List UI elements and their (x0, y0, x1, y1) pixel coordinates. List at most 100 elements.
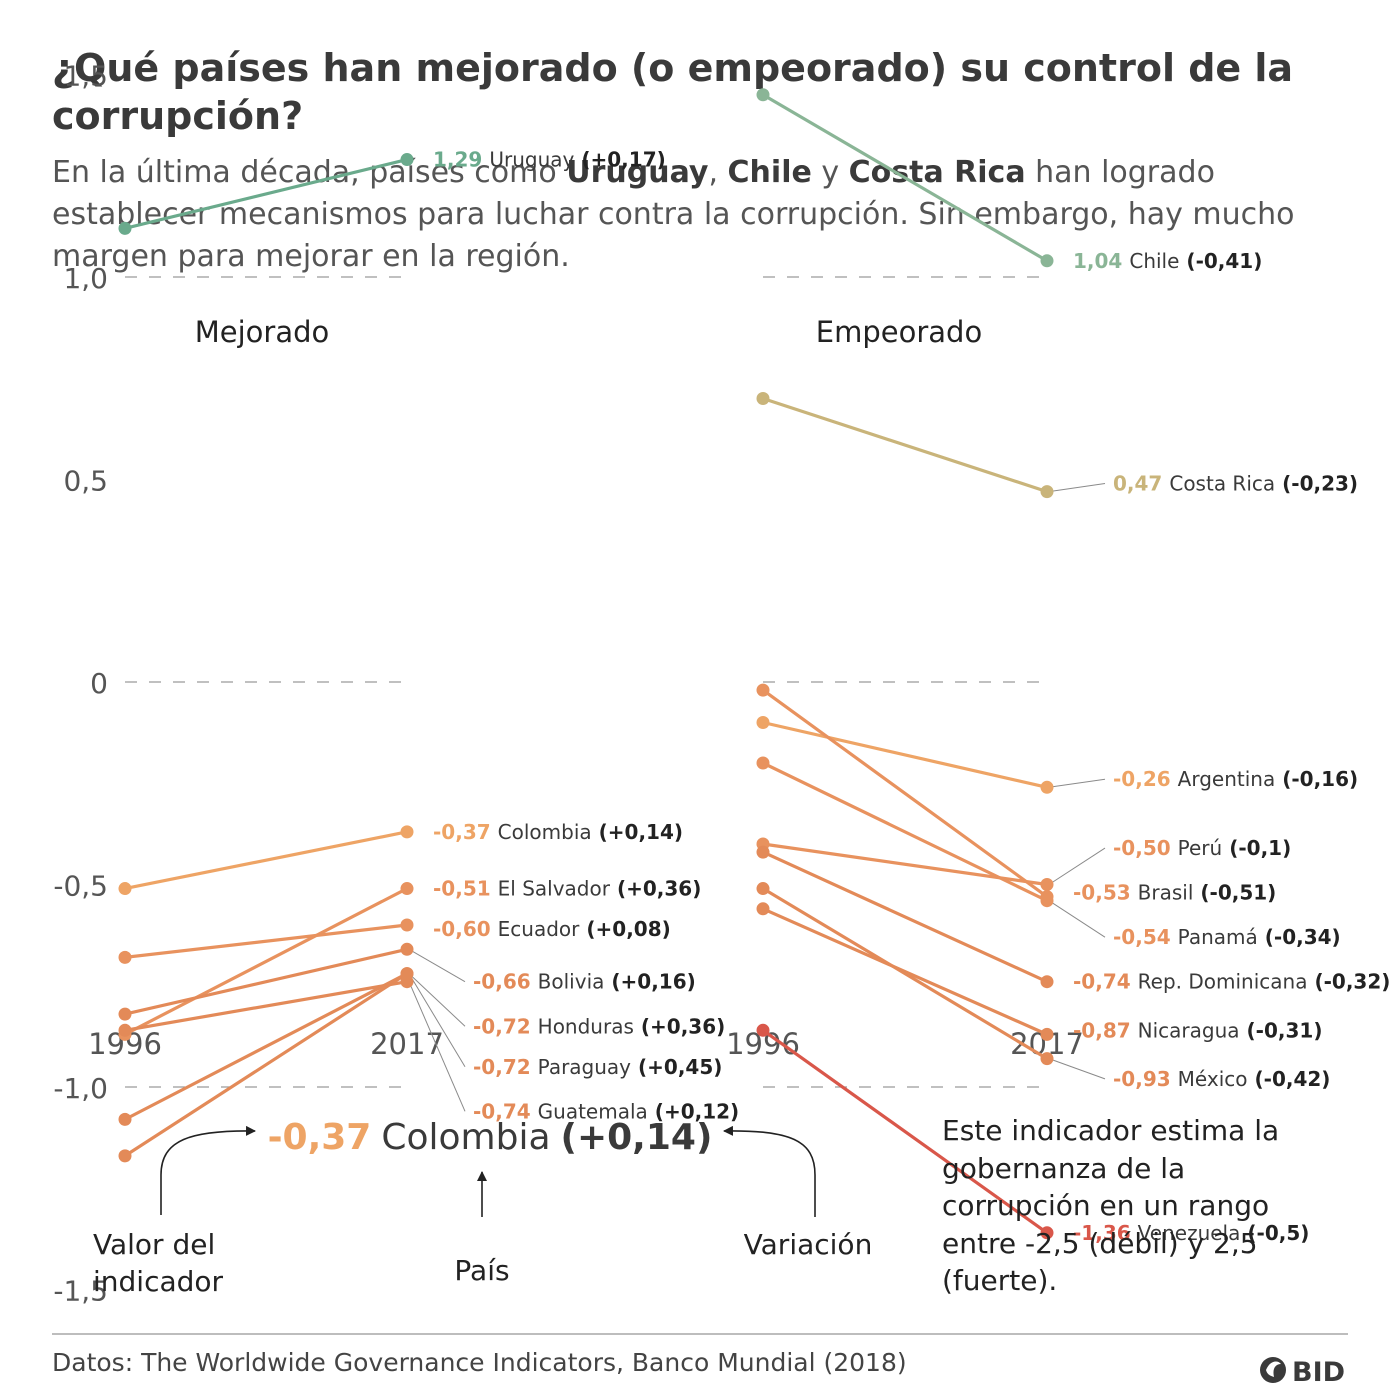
point-2017-peru (1040, 878, 1054, 891)
country-label-paraguay: Paraguay (538, 1055, 632, 1079)
subtitle-text-4: han logrado establecer mecanismos para l… (52, 155, 1295, 274)
point-2017-argentina (1040, 780, 1054, 794)
point-2017-nicaragua (1040, 1027, 1054, 1041)
point-1996-paraguay (118, 1149, 132, 1163)
point-1996-rep-dominicana (756, 845, 770, 859)
country-label-nicaragua: Nicaragua (1138, 1018, 1240, 1042)
point-2017-colombia (400, 825, 414, 839)
change-label-colombia: (+0,14) (599, 820, 683, 844)
chart-title: ¿Qué países han mejorado (o empeorado) s… (52, 46, 1294, 138)
value-label-ecuador: -0,60 (433, 917, 491, 941)
point-1996-argentina (756, 716, 770, 729)
value-label-peru: -0,50 (1113, 836, 1171, 860)
point-1996-panama (756, 756, 770, 770)
country-label-venezuela: Venezuela (1138, 1221, 1241, 1245)
series-line-paraguay (123, 971, 409, 1158)
point-1996-chile (756, 88, 770, 102)
footer-divider (52, 1333, 1348, 1335)
change-label-mexico: (-0,42) (1255, 1067, 1331, 1091)
indicator-note: Este indicador estima la gobernanza de l… (942, 1114, 1280, 1297)
value-label-venezuela: -1,36 (1073, 1221, 1131, 1245)
point-1996-nicaragua (756, 902, 770, 916)
data-label-brasil: -0,53 Brasil (-0,51) (1073, 881, 1276, 905)
country-label-honduras: Honduras (538, 1014, 634, 1038)
point-1996-bolivia (118, 1007, 132, 1021)
point-2017-panama (1040, 894, 1054, 908)
leader-line-costa-rica (1048, 483, 1106, 493)
point-1996-mexico (756, 882, 770, 896)
point-2017-venezuela (1040, 1226, 1054, 1240)
subtitle-uruguay: Uruguay (566, 155, 709, 190)
country-label-bolivia: Bolivia (538, 970, 605, 994)
change-label-uruguay: (+0,17) (581, 148, 665, 172)
country-label-uruguay: Uruguay (489, 148, 574, 172)
data-label-mexico: -0,93 México (-0,42) (1113, 1067, 1330, 1091)
data-label-bolivia: -0,66 Bolivia (+0,16) (473, 970, 696, 994)
series-line-colombia (123, 830, 409, 891)
series-line-guatemala (123, 980, 409, 1032)
point-2017-costa-rica (1040, 485, 1054, 499)
change-caption: Variación (744, 1228, 873, 1261)
change-label-chile: (-0,41) (1186, 249, 1262, 273)
leader-line-guatemala (408, 981, 466, 1112)
point-1996-venezuela (756, 1023, 770, 1037)
data-label-peru: -0,50 Perú (-0,1) (1113, 836, 1291, 860)
value-label-paraguay: -0,72 (473, 1055, 531, 1079)
point-1996-colombia (118, 882, 132, 896)
point-1996-costa-rica (756, 392, 770, 405)
series-line-rep-dominicana (761, 850, 1049, 984)
change-label-nicaragua: (-0,31) (1247, 1018, 1323, 1042)
panel-title-worsened: Empeorado (816, 315, 982, 349)
point-2017-mexico (1040, 1052, 1054, 1066)
country-label-ecuador: Ecuador (498, 917, 580, 941)
country-label-peru: Perú (1178, 836, 1223, 860)
series-line-venezuela (761, 1028, 1049, 1235)
change-label-argentina: (-0,16) (1282, 767, 1358, 791)
data-label-honduras: -0,72 Honduras (+0,36) (473, 1014, 725, 1038)
leader-line-panama (1048, 900, 1106, 938)
country-label-chile: Chile (1129, 249, 1179, 273)
y-tick-label: 1,0 (63, 262, 108, 295)
change-label-el-salvador: (+0,36) (617, 877, 701, 901)
value-label-guatemala: -0,74 (473, 1099, 531, 1123)
data-label-nicaragua: -0,87 Nicaragua (-0,31) (1073, 1018, 1322, 1042)
y-tick-label: 0 (90, 667, 108, 700)
point-2017-rep-dominicana (1040, 975, 1054, 989)
value-label-costa-rica: 0,47 (1113, 472, 1162, 496)
point-2017-uruguay (400, 153, 414, 167)
change-label-brasil: (-0,51) (1200, 881, 1276, 905)
data-label-el-salvador: -0,51 El Salvador (+0,36) (433, 877, 701, 901)
change-label-venezuela: (-0,5) (1247, 1221, 1309, 1245)
series-line-panama (761, 761, 1049, 903)
country-label-brasil: Brasil (1138, 881, 1194, 905)
leader-line-mexico (1048, 1058, 1106, 1080)
value-caption: Valor del indicador (93, 1228, 224, 1298)
series-line-nicaragua (761, 907, 1049, 1036)
country-label-colombia: Colombia (498, 820, 592, 844)
bid-logo-swoosh (1266, 1361, 1281, 1377)
leader-line-honduras (408, 973, 466, 1027)
change-label-panama: (-0,34) (1265, 925, 1341, 949)
legend-value: -0,37 (268, 1117, 372, 1158)
y-tick-label: 1,5 (63, 60, 108, 93)
value-arrow (160, 1125, 256, 1215)
value-label-chile: 1,04 (1073, 249, 1122, 273)
bid-logo-text: BID (1292, 1357, 1345, 1388)
legend-country: Colombia (381, 1117, 550, 1158)
change-arrow (723, 1125, 816, 1217)
data-label-colombia: -0,37 Colombia (+0,14) (433, 820, 683, 844)
point-2017-el-salvador (400, 882, 414, 896)
leader-line-peru (1048, 847, 1106, 885)
point-2017-guatemala (400, 975, 414, 989)
chart-subtitle: En la última década, países como Uruguay… (52, 152, 1362, 278)
data-label-panama: -0,54 Panamá (-0,34) (1113, 925, 1341, 949)
value-label-nicaragua: -0,87 (1073, 1018, 1131, 1042)
country-caption: País (454, 1254, 509, 1287)
series-line-mexico (761, 886, 1049, 1061)
change-label-ecuador: (+0,08) (586, 917, 670, 941)
change-label-honduras: (+0,36) (641, 1014, 725, 1038)
point-1996-guatemala (118, 1023, 132, 1037)
series-line-chile (761, 93, 1049, 263)
data-label-rep-dominicana: -0,74 Rep. Dominicana (-0,32) (1073, 970, 1390, 994)
